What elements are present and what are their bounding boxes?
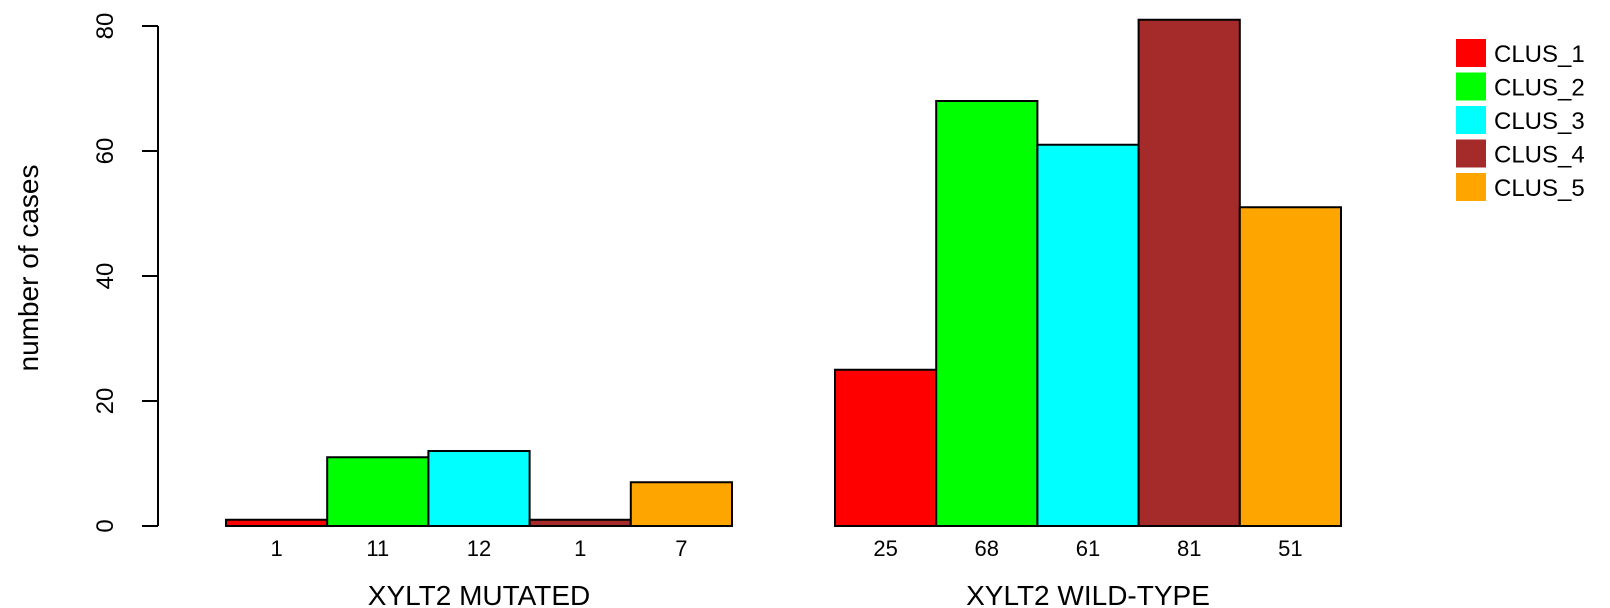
bar	[629, 481, 733, 527]
group-label: XYLT2 MUTATED	[368, 580, 590, 608]
bar-value-label: 51	[1278, 536, 1302, 561]
legend-swatch	[1456, 72, 1486, 101]
legend: CLUS_1 CLUS_2 CLUS_3 CLUS_4 CLUS_5	[1456, 39, 1585, 202]
bar-value-label: 1	[574, 536, 586, 561]
bar-value-label: 1	[270, 536, 282, 561]
bar	[935, 100, 1039, 527]
bar-value-label: 81	[1177, 536, 1201, 561]
y-tick-label: 40	[92, 263, 119, 290]
y-axis-label: number of cases	[13, 165, 44, 372]
group-labels: XYLT2 MUTATED XYLT2 WILD-TYPE	[368, 580, 1210, 608]
bar	[1036, 143, 1140, 527]
legend-label: CLUS_2	[1494, 75, 1585, 102]
y-tick-label: 20	[92, 388, 119, 415]
bar-value-label: 7	[675, 536, 687, 561]
legend-swatch	[1456, 173, 1486, 201]
legend-swatch	[1456, 39, 1486, 67]
legend-label: CLUS_4	[1494, 142, 1585, 169]
y-tick-label: 60	[92, 138, 119, 165]
group-label: XYLT2 WILD-TYPE	[966, 580, 1210, 608]
bar	[1238, 206, 1343, 527]
bar-value-label: 61	[1076, 536, 1100, 561]
legend-swatch	[1456, 139, 1486, 168]
legend-label: CLUS_1	[1494, 41, 1585, 68]
bar	[427, 450, 531, 527]
bar-value-label: 25	[873, 536, 897, 561]
value-labels: 1 11 12 1 7 25 68 61 81 51	[270, 536, 1302, 561]
legend-label: CLUS_5	[1494, 175, 1585, 202]
bar	[834, 368, 938, 527]
y-tick-label: 80	[92, 13, 119, 40]
legend-swatch	[1456, 106, 1486, 134]
bar	[225, 518, 329, 527]
y-axis: 0 20 40 60 80	[92, 13, 159, 533]
bars	[225, 18, 1343, 527]
bar	[1137, 18, 1241, 527]
bar-value-label: 12	[467, 536, 491, 561]
bar-value-label: 11	[366, 536, 389, 561]
legend-label: CLUS_3	[1494, 108, 1585, 135]
bar	[528, 518, 632, 527]
bar-value-label: 68	[975, 536, 999, 561]
bar	[326, 456, 430, 527]
y-tick-label: 0	[92, 519, 119, 532]
